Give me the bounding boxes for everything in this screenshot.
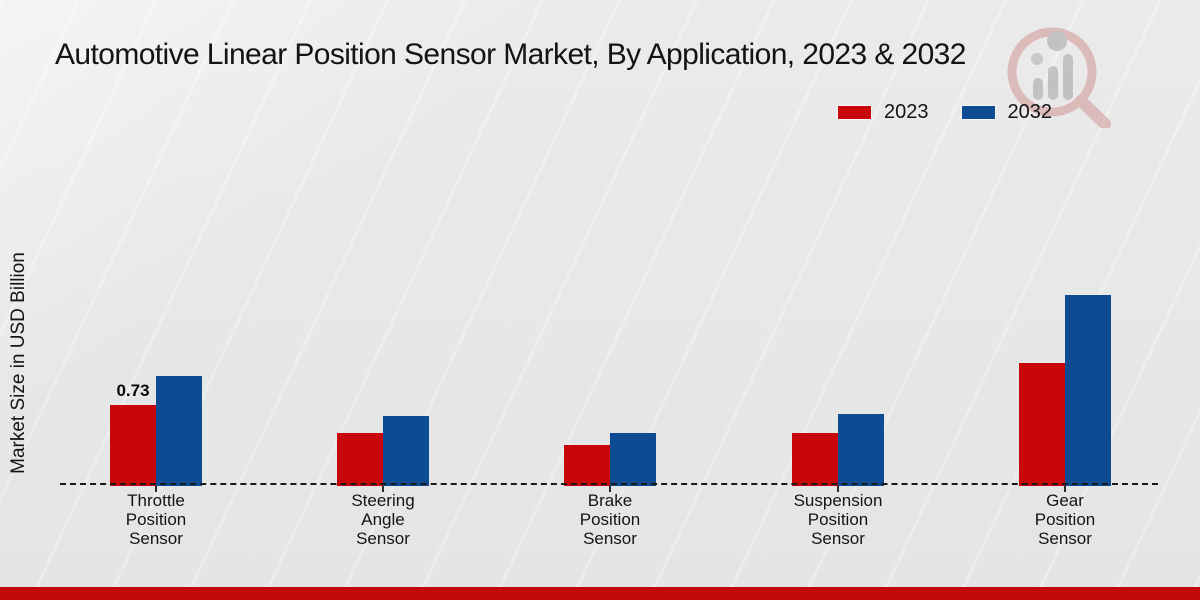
x-axis-baseline <box>60 483 1158 485</box>
x-axis-tick <box>382 486 384 492</box>
bar-2023-brake-position-sensor <box>564 445 610 486</box>
x-axis-category-label: Gear Position Sensor <box>1034 491 1096 548</box>
bar-2032-suspension-position-sensor <box>838 414 884 486</box>
x-axis-tick <box>155 486 157 492</box>
legend-swatch-2023 <box>838 106 871 119</box>
bar-2023-gear-position-sensor <box>1019 363 1065 486</box>
bar-2032-brake-position-sensor <box>610 433 656 486</box>
bar-2032-gear-position-sensor <box>1065 295 1111 486</box>
legend-label-2032: 2032 <box>1007 101 1053 123</box>
bar-2032-throttle-position-sensor <box>156 376 202 486</box>
bar-2023-steering-angle-sensor <box>337 433 383 486</box>
x-axis-tick <box>609 486 611 492</box>
x-axis-category-label: Brake Position Sensor <box>579 491 641 548</box>
legend-swatch-2032 <box>961 106 995 119</box>
y-axis-label: Market Size in USD Billion <box>8 252 29 474</box>
x-axis-category-label: Throttle Position Sensor <box>125 491 187 548</box>
bar-2032-steering-angle-sensor <box>383 416 429 486</box>
x-axis-category-label: Suspension Position Sensor <box>793 491 883 548</box>
x-axis-tick <box>837 486 839 492</box>
footer-accent-bar <box>0 587 1200 600</box>
legend: 2023 2032 <box>838 101 1052 124</box>
legend-item-2023: 2023 <box>838 101 929 124</box>
legend-item-2032: 2032 <box>961 101 1053 124</box>
x-axis-category-label: Steering Angle Sensor <box>351 491 415 548</box>
magnifier-bar-chart-logo-icon <box>1007 27 1111 128</box>
chart-title: Automotive Linear Position Sensor Market… <box>55 38 966 71</box>
bar-2023-throttle-position-sensor <box>110 405 156 486</box>
x-axis-tick <box>1064 486 1066 492</box>
legend-label-2023: 2023 <box>884 101 929 123</box>
bar-2023-suspension-position-sensor <box>792 433 838 486</box>
bar-data-label: 0.73 <box>116 381 150 400</box>
